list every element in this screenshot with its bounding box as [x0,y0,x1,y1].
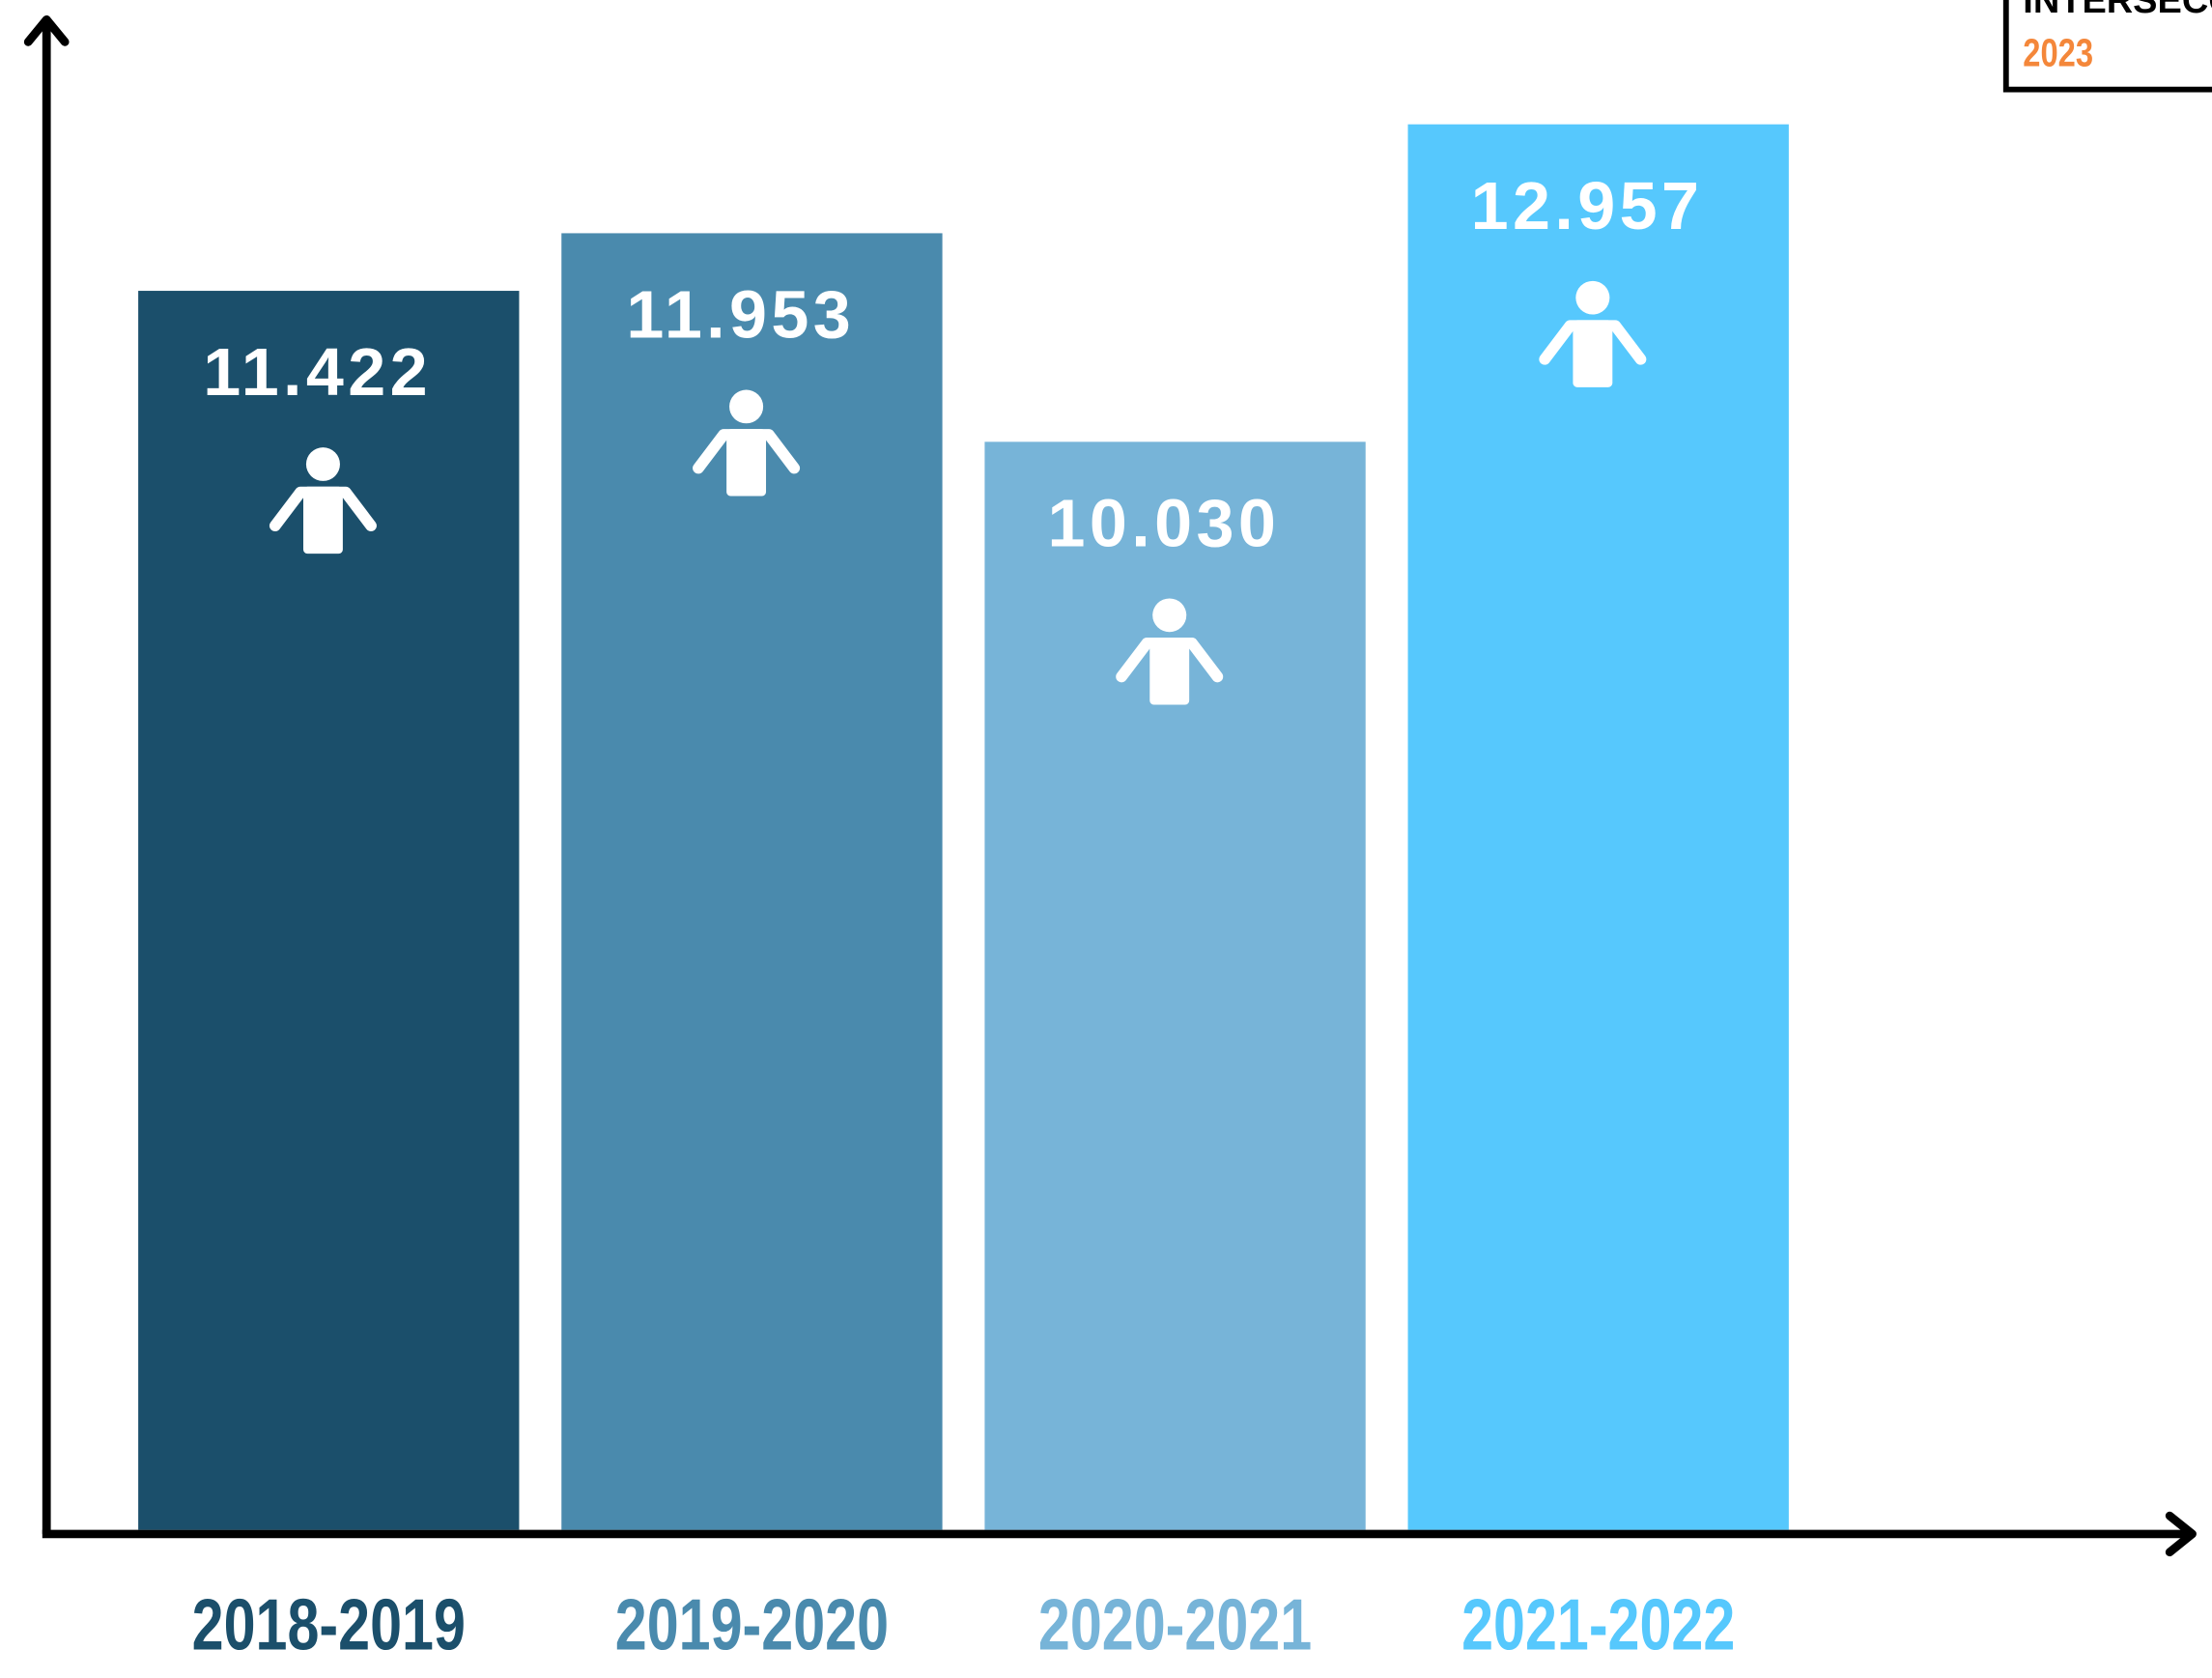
person-arms [1539,320,1647,365]
person-arms [1116,638,1224,683]
person-head [1575,280,1610,315]
person-arms [693,429,801,474]
value-label: 11.953 [626,277,855,353]
person-body [726,429,767,497]
value-label: 10.030 [1048,486,1281,561]
person-head [305,447,340,481]
badge-title: INTERSECC [2023,0,2212,21]
axes [23,14,2197,1557]
bar [561,233,943,1530]
person-body [1573,320,1613,387]
badge-box [2002,0,2212,93]
person-icon [1116,598,1224,705]
x-tick-label: 2019-2020 [615,1585,889,1665]
person-icon [269,447,377,555]
person-arms [269,486,377,532]
person-head [729,389,764,424]
value-label: 12.957 [1471,168,1704,243]
person-head [1152,598,1187,633]
person-body [302,486,343,555]
x-tick-label: 2018-2019 [192,1585,466,1665]
x-tick-label: 2021-2022 [1461,1585,1735,1665]
y-arrow [23,14,70,46]
x-tick-label: 2020-2021 [1038,1585,1312,1665]
x-arrow [2165,1511,2197,1557]
badge: INTERSECC 2023 [2002,0,2212,93]
person-icon [1539,280,1647,387]
value-label: 11.422 [203,334,432,410]
person-body [1149,638,1190,705]
badge-year: 2023 [2023,31,2093,74]
person-icon [693,389,801,497]
